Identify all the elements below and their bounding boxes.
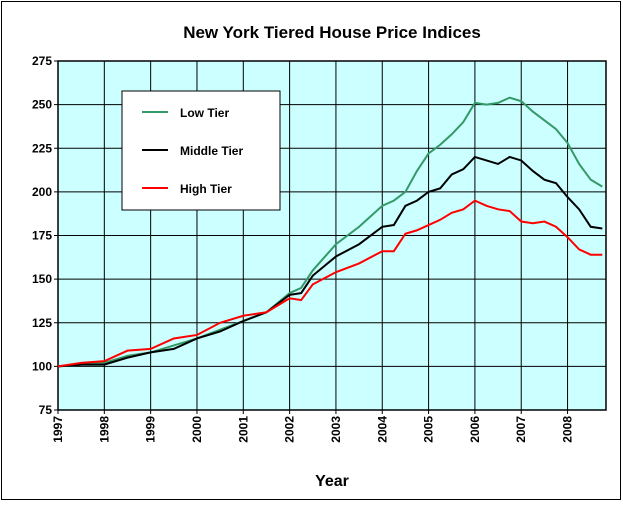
x-tick-label: 2006 [468, 416, 482, 443]
x-tick-label: 1998 [97, 416, 111, 443]
x-tick-label: 2007 [514, 416, 528, 443]
y-tick-label: 275 [32, 54, 52, 68]
x-tick-label: 2005 [422, 416, 436, 443]
y-tick-label: 125 [32, 316, 52, 330]
x-axis-label: Year [315, 473, 349, 490]
x-tick-label: 2008 [561, 416, 575, 443]
line-series [57, 199, 603, 368]
x-tick-label: 2004 [375, 416, 389, 443]
y-tick-label: 175 [32, 229, 52, 243]
plot-border [57, 60, 607, 411]
y-tick-label: 100 [32, 359, 52, 373]
y-tick-label: 150 [32, 272, 52, 286]
x-tick-label: 1999 [144, 416, 158, 443]
y-tick-label: 75 [39, 403, 53, 417]
legend-label: Middle Tier [180, 144, 243, 158]
legend-label: Low Tier [180, 106, 229, 120]
y-tick-label: 225 [32, 141, 52, 155]
legend-label: High Tier [180, 182, 232, 196]
x-tick-label: 2001 [236, 416, 250, 443]
x-tick-label: 2002 [283, 416, 297, 443]
y-tick-label: 200 [32, 185, 52, 199]
chart-title: New York Tiered House Price Indices [183, 23, 481, 42]
y-tick-label: 250 [32, 98, 52, 112]
x-tick-label: 1997 [51, 416, 65, 443]
line-series [57, 155, 603, 368]
x-tick-label: 2000 [190, 416, 204, 443]
line-series [57, 96, 603, 368]
x-tick-label: 2003 [329, 416, 343, 443]
